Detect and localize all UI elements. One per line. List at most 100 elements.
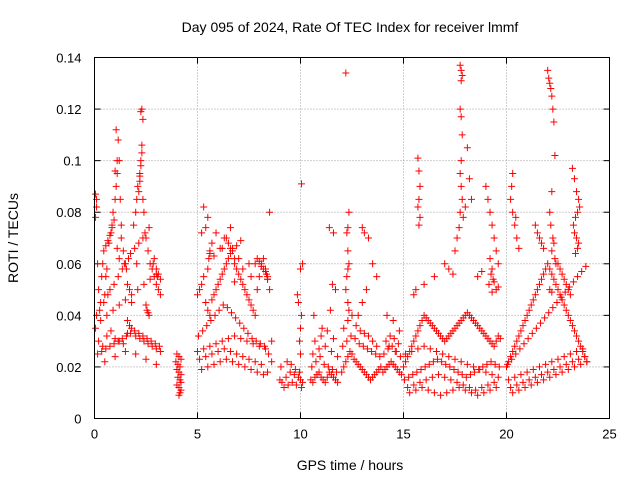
data-point — [566, 350, 574, 358]
data-point — [356, 327, 364, 335]
data-point — [152, 360, 160, 368]
data-point — [525, 306, 533, 314]
data-point — [389, 317, 397, 325]
data-point — [110, 280, 118, 288]
data-point — [128, 291, 136, 299]
data-point — [233, 350, 241, 358]
data-point — [523, 368, 531, 376]
data-point — [218, 337, 226, 345]
data-point — [243, 337, 251, 345]
data-point — [554, 355, 562, 363]
data-point — [535, 363, 543, 371]
data-point — [342, 286, 350, 294]
data-point — [344, 247, 352, 255]
data-point — [135, 329, 143, 337]
data-point — [418, 317, 426, 325]
data-point — [236, 319, 244, 327]
data-point — [540, 270, 548, 278]
data-point — [134, 286, 142, 294]
data-point — [569, 278, 577, 286]
data-point — [278, 378, 286, 386]
data-point — [545, 74, 553, 82]
data-point — [264, 275, 272, 283]
data-point — [484, 381, 492, 389]
data-point — [298, 180, 306, 188]
data-point — [377, 363, 385, 371]
data-point — [466, 371, 474, 379]
data-point — [224, 335, 232, 343]
data-point — [310, 311, 318, 319]
data-point — [439, 350, 447, 358]
data-point — [133, 260, 141, 268]
data-point — [358, 298, 366, 306]
data-point — [139, 195, 147, 203]
data-point — [470, 363, 478, 371]
data-point — [268, 337, 276, 345]
data-point — [210, 291, 218, 299]
data-point — [317, 332, 325, 340]
data-point — [484, 195, 492, 203]
data-point — [566, 291, 574, 299]
data-point — [575, 195, 583, 203]
data-point — [457, 66, 465, 74]
data-point — [568, 164, 576, 172]
data-point — [414, 327, 422, 335]
data-point — [145, 311, 153, 319]
data-point — [218, 244, 226, 252]
data-point — [343, 337, 351, 345]
data-point — [570, 363, 578, 371]
data-point — [237, 237, 245, 245]
data-point — [323, 327, 331, 335]
data-point — [117, 221, 125, 229]
data-point — [508, 355, 516, 363]
data-point — [482, 182, 490, 190]
data-point — [277, 363, 285, 371]
data-point — [525, 376, 533, 384]
data-point — [507, 384, 515, 392]
data-point — [112, 182, 120, 190]
data-point — [495, 363, 503, 371]
data-point — [546, 373, 554, 381]
axis-ticks — [94, 57, 610, 419]
data-point — [100, 247, 108, 255]
data-point — [569, 221, 577, 229]
data-point — [342, 69, 350, 77]
data-point — [363, 345, 371, 353]
data-point — [465, 175, 473, 183]
data-point — [111, 167, 119, 175]
data-point — [222, 260, 230, 268]
data-point — [247, 273, 255, 281]
data-point — [404, 384, 412, 392]
data-point — [416, 213, 424, 221]
data-point — [220, 345, 228, 353]
data-point — [200, 345, 208, 353]
data-point — [312, 358, 320, 366]
data-point — [321, 378, 329, 386]
data-point — [540, 244, 548, 252]
data-point — [251, 311, 259, 319]
data-point — [515, 332, 523, 340]
data-point — [455, 224, 463, 232]
data-point — [298, 311, 306, 319]
data-point — [456, 208, 464, 216]
data-point — [219, 301, 227, 309]
data-point — [521, 317, 529, 325]
data-point — [471, 368, 479, 376]
data-point — [198, 280, 206, 288]
data-point — [253, 368, 261, 376]
data-point — [568, 322, 576, 330]
data-point — [390, 335, 398, 343]
data-point — [324, 363, 332, 371]
data-point — [476, 366, 484, 374]
data-point — [128, 298, 136, 306]
data-point — [533, 378, 541, 386]
data-point — [297, 350, 304, 358]
data-point — [528, 329, 536, 337]
x-tick-label: 20 — [499, 427, 513, 442]
data-point — [430, 273, 438, 281]
data-point — [255, 342, 263, 350]
data-point — [348, 350, 356, 358]
data-point — [245, 296, 253, 304]
data-point — [562, 280, 570, 288]
data-point — [212, 286, 220, 294]
